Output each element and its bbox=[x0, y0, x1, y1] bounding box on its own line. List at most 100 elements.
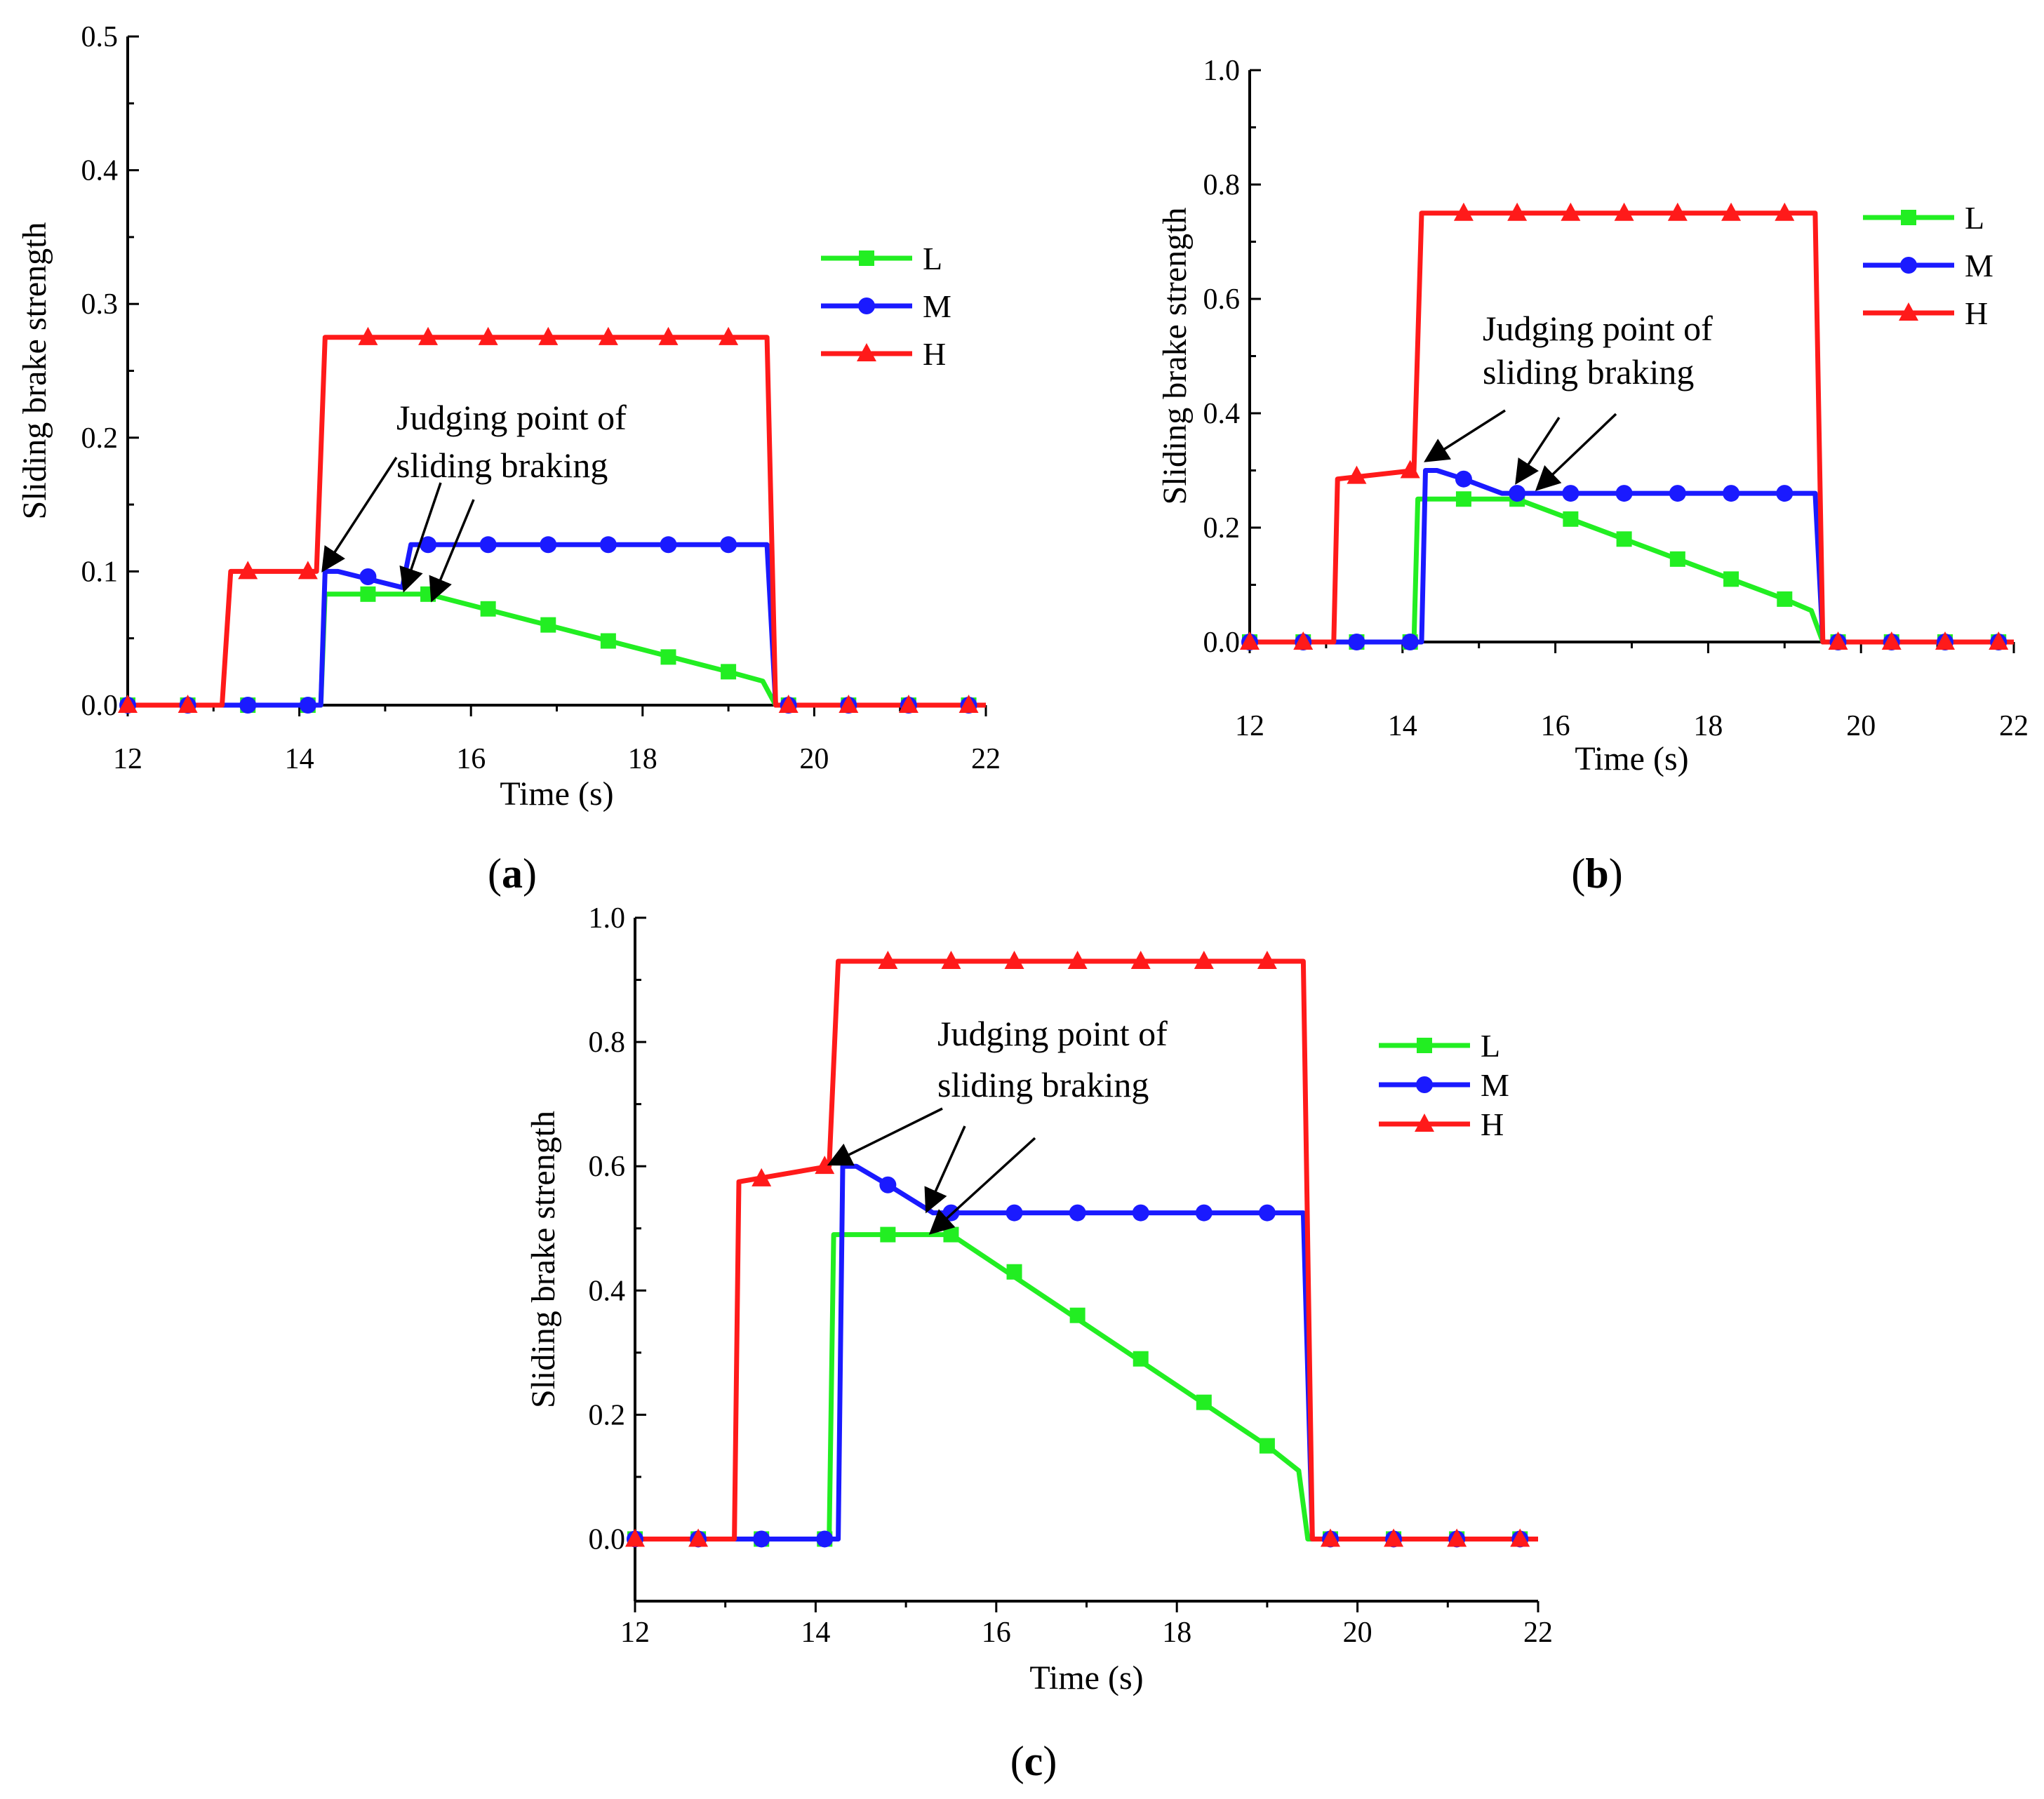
data-point-L bbox=[1455, 491, 1471, 507]
series-line-H bbox=[1250, 210, 2014, 645]
series-line-H bbox=[128, 335, 986, 708]
data-point-H bbox=[625, 1528, 645, 1547]
panel-label-b: (b) bbox=[1571, 850, 1622, 897]
legend-marker-L bbox=[1901, 210, 1916, 225]
y-tick-label: 0.2 bbox=[589, 1399, 626, 1431]
y-tick-label: 0.6 bbox=[1203, 283, 1241, 316]
x-tick-label: 22 bbox=[1523, 1617, 1553, 1649]
annotation-arrow bbox=[1535, 413, 1617, 491]
data-point-M bbox=[1669, 485, 1686, 502]
annotation-b: Judging point of sliding braking bbox=[1424, 309, 1713, 491]
y-tick-label: 0.2 bbox=[1203, 512, 1241, 544]
data-point-H bbox=[688, 1528, 709, 1547]
legend-marker-M bbox=[1900, 257, 1917, 274]
y-axis-label: Sliding brake strength bbox=[16, 222, 53, 520]
data-point-M bbox=[1455, 470, 1472, 488]
data-point-M bbox=[1776, 485, 1793, 502]
data-point-M bbox=[359, 568, 377, 586]
data-point-H bbox=[1510, 1528, 1530, 1547]
annotation-arrow bbox=[429, 499, 475, 603]
data-point-H bbox=[898, 695, 919, 713]
data-point-M bbox=[816, 1530, 834, 1548]
data-point-M bbox=[1006, 1204, 1023, 1222]
legend-marker-M bbox=[1416, 1076, 1433, 1093]
data-point-M bbox=[1509, 485, 1526, 502]
data-point-L bbox=[1259, 1438, 1275, 1454]
chart-panel-c: 0.0 0.2 0.4 0.6 0.8 1.0 12 14 16 18 20 22 Time (s) Sl… bbox=[525, 902, 1553, 1784]
x-tick-label: 12 bbox=[113, 743, 142, 775]
series-line-L bbox=[128, 591, 986, 708]
data-point-H bbox=[418, 326, 439, 345]
annotation-text-line1: Judging point of bbox=[396, 398, 627, 437]
data-point-H bbox=[778, 695, 799, 713]
data-point-M bbox=[299, 697, 316, 714]
x-tick-label: 14 bbox=[801, 1617, 830, 1649]
x-tick-label: 14 bbox=[1388, 710, 1417, 742]
data-point-M bbox=[239, 697, 257, 714]
x-axis-label: Time (s) bbox=[500, 775, 613, 812]
data-point-L bbox=[943, 1226, 959, 1243]
data-point-M bbox=[879, 1176, 897, 1193]
annotation-arrow bbox=[1515, 417, 1561, 485]
data-point-H bbox=[1447, 1528, 1467, 1547]
data-point-H bbox=[238, 561, 258, 580]
data-point-H bbox=[1067, 950, 1088, 969]
data-point-H bbox=[1004, 950, 1024, 969]
data-point-H bbox=[878, 950, 898, 969]
legend-label-M: M bbox=[1481, 1067, 1509, 1103]
data-point-L bbox=[1196, 1394, 1212, 1410]
y-tick-label: 0.8 bbox=[589, 1026, 626, 1059]
legend-label-H: H bbox=[1481, 1106, 1504, 1142]
data-point-H bbox=[839, 695, 859, 713]
data-point-H bbox=[1614, 202, 1634, 221]
data-point-H bbox=[298, 561, 318, 580]
data-point-H bbox=[658, 326, 679, 345]
data-point-H bbox=[958, 695, 979, 713]
x-tick-label: 20 bbox=[1846, 710, 1876, 742]
data-point-H bbox=[1347, 465, 1367, 484]
panel-label-a: (a) bbox=[488, 850, 537, 897]
data-point-L bbox=[1669, 551, 1685, 567]
data-point-M bbox=[1258, 1204, 1276, 1222]
data-point-M bbox=[1132, 1204, 1149, 1222]
annotation-text-line2: sliding braking bbox=[937, 1065, 1149, 1104]
data-point-H bbox=[719, 326, 739, 345]
y-tick-label: 0.0 bbox=[81, 690, 119, 722]
annotation-arrow bbox=[1424, 409, 1506, 462]
legend-label-H: H bbox=[923, 336, 946, 372]
chart-panel-b: 0.0 0.2 0.4 0.6 0.8 1.0 12 14 16 18 20 22 Time (s) Sl… bbox=[1156, 55, 2029, 897]
data-point-M bbox=[1069, 1204, 1086, 1222]
legend-marker-H bbox=[857, 343, 876, 361]
data-point-L bbox=[360, 586, 376, 602]
data-point-L bbox=[1006, 1264, 1022, 1280]
plot-area-c: 0.0 0.2 0.4 0.6 0.8 1.0 12 14 16 18 20 22 Time (s) Sl… bbox=[525, 902, 1553, 1697]
legend-label-L: L bbox=[1965, 200, 1984, 236]
x-tick-label: 20 bbox=[1343, 1617, 1372, 1649]
y-axis-label: Sliding brake strength bbox=[1156, 208, 1194, 505]
legend-label-L: L bbox=[923, 241, 942, 276]
data-point-H bbox=[815, 1156, 835, 1175]
data-point-H bbox=[1293, 631, 1314, 650]
plot-area-b: 0.0 0.2 0.4 0.6 0.8 1.0 12 14 16 18 20 22 Time (s) Sl… bbox=[1156, 55, 2029, 777]
y-tick-label: 1.0 bbox=[1203, 55, 1241, 87]
data-point-M bbox=[1615, 485, 1633, 502]
data-point-H bbox=[1935, 631, 1955, 650]
x-tick-label: 18 bbox=[1162, 1617, 1191, 1649]
x-tick-label: 18 bbox=[1693, 710, 1723, 742]
annotation-arrow bbox=[827, 1107, 943, 1166]
data-point-L bbox=[1723, 571, 1739, 587]
data-point-H bbox=[1561, 202, 1581, 221]
y-tick-label: 0.6 bbox=[589, 1151, 626, 1183]
legend-label-M: M bbox=[923, 288, 951, 324]
x-tick-label: 14 bbox=[285, 743, 314, 775]
data-point-L bbox=[1133, 1351, 1149, 1367]
data-point-H bbox=[1667, 202, 1688, 221]
annotation-text-line1: Judging point of bbox=[937, 1014, 1168, 1053]
annotation-c: Judging point of sliding braking bbox=[827, 1014, 1168, 1235]
annotation-arrow bbox=[399, 482, 442, 593]
data-point-H bbox=[1257, 950, 1277, 969]
data-point-H bbox=[1507, 202, 1528, 221]
legend-label-M: M bbox=[1965, 248, 1993, 283]
y-tick-label: 0.5 bbox=[81, 21, 119, 53]
